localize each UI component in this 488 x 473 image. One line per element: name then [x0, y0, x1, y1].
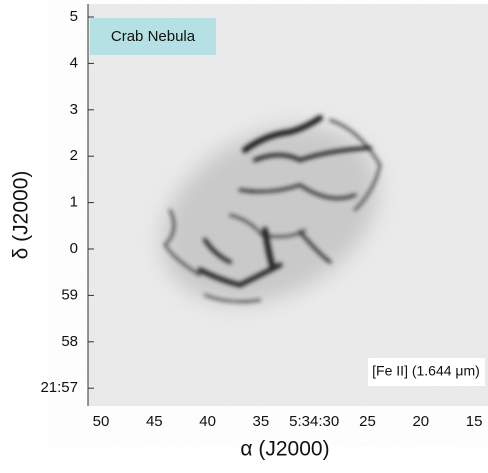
y-tick-label: 0	[70, 240, 78, 257]
y-tick-label: 5	[70, 8, 78, 25]
x-tick-label: 40	[199, 413, 216, 430]
y-tick-label: 2	[70, 147, 78, 164]
image: Crab Nebula [Fe II] (1.644 μm)	[88, 4, 488, 406]
panel-label: Crab Nebula	[111, 28, 196, 45]
y-tick-label: 3	[70, 101, 78, 118]
y-tick-label: 4	[70, 54, 78, 71]
x-tick-label: 15	[466, 413, 483, 430]
x-tick-label: 20	[412, 413, 429, 430]
x-tick-label: 35	[253, 413, 270, 430]
x-tick-label: 5:34:30	[289, 413, 339, 430]
x-axis-label: α (J2000)	[240, 438, 329, 461]
x-tick-label: 45	[146, 413, 163, 430]
x-tick-label: 50	[93, 413, 110, 430]
x-tick-label: 25	[359, 413, 376, 430]
y-axis-label: δ (J2000)	[10, 171, 33, 260]
y-tick-label: 1	[70, 194, 78, 211]
y-tick-label: 59	[61, 286, 78, 303]
filter-label: [Fe II] (1.644 μm)	[372, 363, 480, 379]
y-tick-label: 21:57	[40, 379, 78, 396]
y-tick-label: 58	[61, 333, 78, 350]
